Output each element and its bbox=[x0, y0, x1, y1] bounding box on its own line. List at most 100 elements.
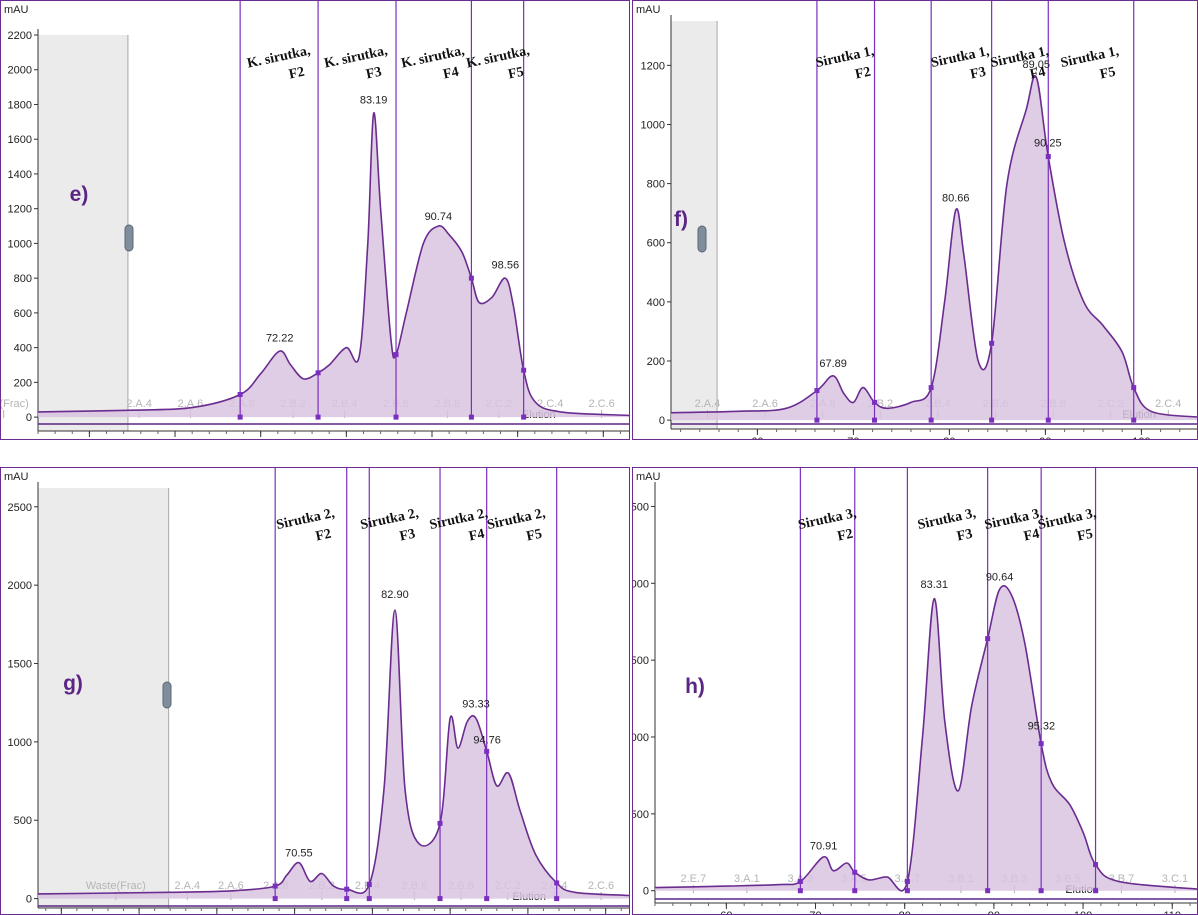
x-tick-label: 50 bbox=[83, 438, 95, 440]
x-tick-label: 60 bbox=[751, 436, 763, 440]
panel-letter: g) bbox=[63, 672, 83, 695]
x-tick-label: 110 bbox=[595, 438, 613, 440]
fraction-cut-base-marker bbox=[366, 896, 372, 902]
fraction-label: 2.A.4 bbox=[174, 880, 200, 892]
chart-g: mAU0500100015002000250040506070809010011… bbox=[4, 468, 629, 914]
fraction-cut-marker bbox=[852, 869, 858, 875]
y-tick-label: 1200 bbox=[8, 204, 32, 216]
y-tick-label: 600 bbox=[647, 238, 665, 250]
fraction-cut-marker bbox=[904, 878, 910, 884]
waste-region bbox=[671, 21, 718, 429]
x-tick-label: 60 bbox=[720, 910, 732, 915]
fraction-cut-marker bbox=[521, 367, 527, 373]
fraction-cut-base-marker bbox=[393, 414, 399, 420]
y-tick-label: 200 bbox=[647, 356, 665, 368]
x-tick-label: 90 bbox=[988, 910, 1000, 915]
chromatogram-area bbox=[38, 610, 629, 899]
peak-label: 90.25 bbox=[1034, 138, 1062, 150]
fraction-number-label: F3 bbox=[398, 527, 416, 545]
fraction-cut-marker bbox=[344, 886, 350, 892]
peak-label: 98.56 bbox=[492, 260, 520, 272]
fraction-cut-base-marker bbox=[1045, 417, 1051, 423]
fraction-cut-base-marker bbox=[1093, 888, 1099, 894]
y-tick-label: 1000 bbox=[8, 737, 32, 749]
fraction-label: Waste(Frac) bbox=[86, 880, 146, 892]
fraction-label: 2.A.4 bbox=[695, 398, 721, 410]
fraction-number-label: F3 bbox=[956, 527, 974, 545]
y-tick-label: 400 bbox=[14, 343, 32, 355]
y-tick-label: 600 bbox=[14, 308, 32, 320]
fraction-label: 2.C.6 bbox=[588, 398, 614, 410]
chromatogram-area bbox=[655, 585, 1197, 891]
fraction-cut-marker bbox=[484, 748, 490, 754]
fraction-cut-base-marker bbox=[237, 414, 243, 420]
fraction-cut-base-marker bbox=[315, 414, 321, 420]
peak-label: 70.91 bbox=[810, 840, 838, 852]
fraction-label: 2.E.7 bbox=[681, 873, 707, 885]
y-tick-label: 0 bbox=[643, 886, 649, 898]
panel-letter: h) bbox=[685, 675, 705, 698]
fraction-cut-marker bbox=[1045, 154, 1051, 160]
y-tick-label: 400 bbox=[647, 297, 665, 309]
y-tick-label: 0 bbox=[26, 894, 32, 906]
x-tick-label: 100 bbox=[1074, 910, 1092, 915]
fraction-number-label: F5 bbox=[1099, 65, 1117, 83]
fraction-number-label: F4 bbox=[1022, 527, 1040, 545]
fraction-label: 2.C.4 bbox=[537, 398, 563, 410]
y-tick-label: 2500 bbox=[8, 502, 32, 514]
chart-h: mAU 0 500 1000 1500 2000 2500 60 70 80 90 100 110 2.E… bbox=[633, 468, 1197, 915]
fraction-cut-marker bbox=[989, 340, 995, 346]
x-tick-label: 90 bbox=[1039, 436, 1051, 440]
chart-panel-h: mAU 0 500 1000 1500 2000 2500 60 70 80 90 100 110 2.E… bbox=[632, 467, 1198, 915]
peak-label: 93.33 bbox=[462, 699, 490, 711]
chart-panel-e: mAU 0 200 400 600 800 1000 1200 1400 1600 1800 2000… bbox=[0, 0, 630, 440]
fraction-cut-marker bbox=[393, 352, 399, 358]
peak-label: 90.64 bbox=[986, 571, 1014, 583]
chart-e: mAU 0 200 400 600 800 1000 1200 1400 1600 1800 2000… bbox=[1, 1, 629, 440]
chromatogram-area bbox=[671, 75, 1197, 421]
fraction-number-label: F4 bbox=[468, 527, 486, 545]
scroll-thumb-icon bbox=[124, 224, 134, 252]
fraction-label: 2.A.6 bbox=[218, 880, 244, 892]
chromatogram-line bbox=[37, 609, 629, 897]
fraction-cut-marker bbox=[315, 370, 321, 376]
chart-panel-g: mAU0500100015002000250040506070809010011… bbox=[0, 467, 630, 915]
fraction-cut-base-marker bbox=[554, 896, 560, 902]
fraction-cut-marker bbox=[554, 880, 560, 886]
scroll-thumb-icon bbox=[162, 681, 172, 709]
waste-region bbox=[38, 488, 169, 908]
x-tick-label: 80 bbox=[899, 910, 911, 915]
x-tick-label: 80 bbox=[943, 436, 955, 440]
fraction-cut-base-marker bbox=[904, 888, 910, 894]
fraction-cut-base-marker bbox=[985, 888, 991, 894]
fraction-cut-marker bbox=[814, 388, 820, 394]
y-tick-label: 2000 bbox=[633, 578, 649, 590]
fraction-number-label: F2 bbox=[314, 527, 332, 545]
fraction-cut-base-marker bbox=[872, 417, 878, 423]
fraction-cut-base-marker bbox=[797, 888, 803, 894]
fraction-cut-marker bbox=[237, 392, 243, 398]
y-tick-label: 500 bbox=[633, 809, 649, 821]
fraction-number-label: F3 bbox=[365, 65, 383, 83]
fraction-cut-marker bbox=[985, 636, 991, 642]
fraction-number-label: F2 bbox=[836, 527, 854, 545]
fraction-number-label: F4 bbox=[442, 65, 460, 83]
y-unit-label: mAU bbox=[636, 4, 661, 16]
panel-letter: e) bbox=[70, 183, 89, 206]
peak-label: 90.74 bbox=[425, 211, 453, 223]
y-tick-label: 1000 bbox=[641, 119, 665, 131]
y-tick-label: 1600 bbox=[8, 134, 32, 146]
y-tick-label: 0 bbox=[26, 412, 32, 424]
fraction-label: 2.A.4 bbox=[126, 398, 152, 410]
x-tick-label: 100 bbox=[508, 438, 526, 440]
y-unit-label: mAU bbox=[4, 4, 29, 16]
fraction-cut-base-marker bbox=[521, 414, 527, 420]
fraction-cut-base-marker bbox=[484, 896, 490, 902]
peak-label: 89.05 bbox=[1023, 59, 1051, 71]
y-tick-label: 1400 bbox=[8, 169, 32, 181]
fraction-number-label: F2 bbox=[854, 65, 872, 83]
panel-letter: f) bbox=[674, 208, 688, 231]
y-tick-label: 2500 bbox=[633, 501, 649, 513]
fraction-number-label: F3 bbox=[969, 65, 987, 83]
fraction-cut-base-marker bbox=[928, 417, 934, 423]
